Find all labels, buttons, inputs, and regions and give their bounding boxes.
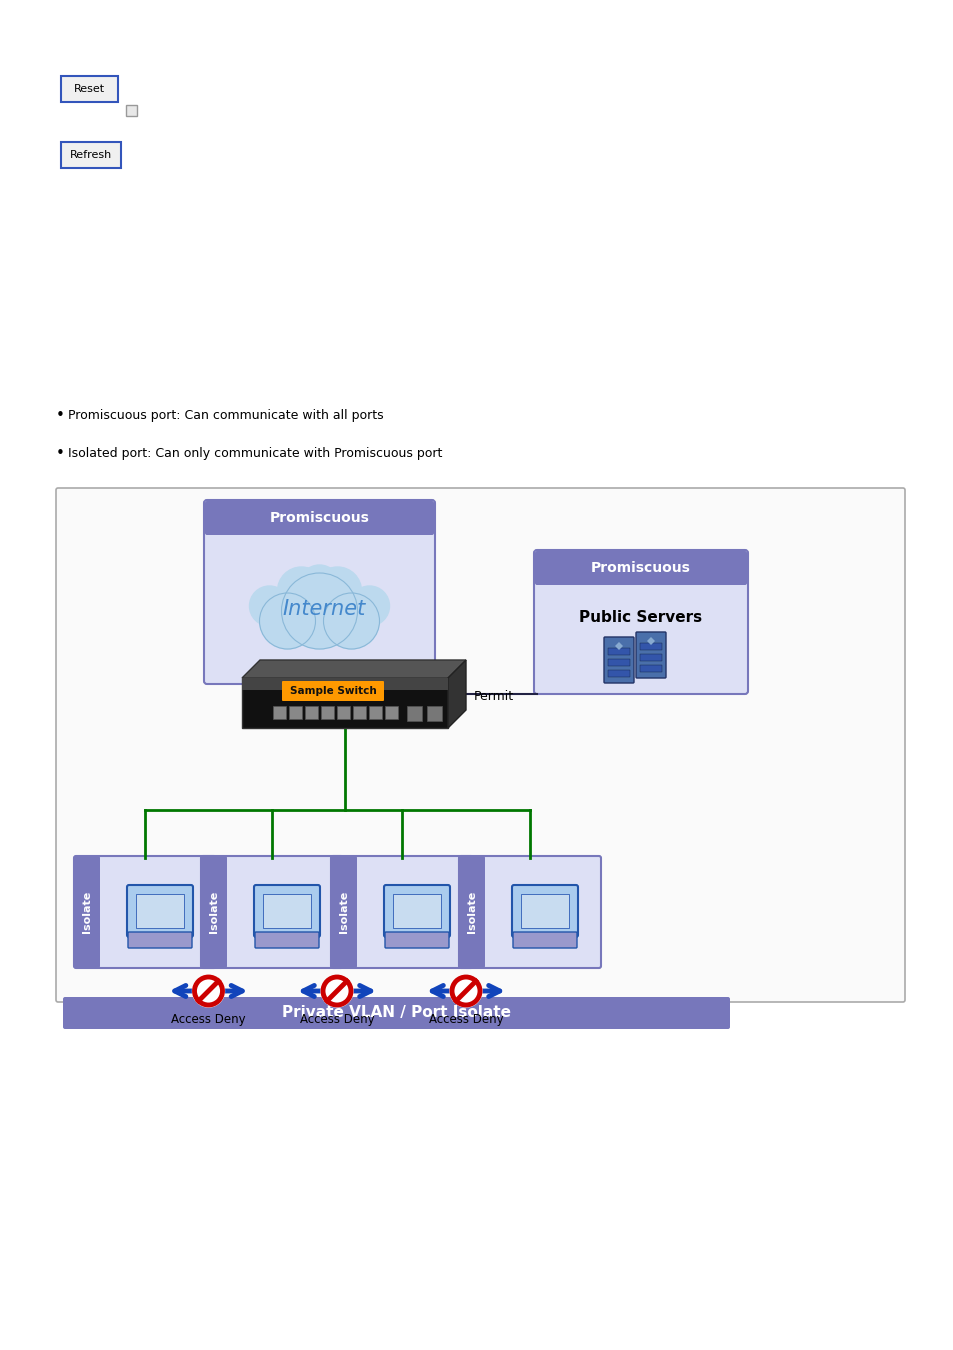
Circle shape [193, 975, 224, 1007]
FancyBboxPatch shape [205, 501, 434, 535]
Text: Access Deny: Access Deny [299, 1012, 374, 1026]
Circle shape [299, 566, 339, 605]
Polygon shape [615, 643, 622, 649]
FancyBboxPatch shape [253, 886, 319, 937]
FancyBboxPatch shape [61, 142, 121, 167]
Bar [537, 568, 744, 583]
Bar [320, 706, 334, 720]
FancyBboxPatch shape [458, 856, 600, 968]
Text: Promiscuous: Promiscuous [270, 512, 369, 525]
FancyBboxPatch shape [254, 931, 318, 948]
Bar [385, 706, 397, 720]
FancyBboxPatch shape [384, 886, 450, 937]
Circle shape [349, 586, 389, 626]
Text: Refresh: Refresh [70, 150, 112, 161]
Bar [407, 706, 421, 721]
Bar [427, 706, 441, 721]
FancyBboxPatch shape [128, 931, 192, 948]
Circle shape [450, 975, 481, 1007]
Circle shape [277, 567, 325, 616]
Bar [639, 643, 661, 649]
Text: Reset: Reset [74, 84, 105, 95]
FancyBboxPatch shape [513, 931, 577, 948]
Text: Isolate: Isolate [467, 891, 476, 933]
Bar [520, 894, 568, 927]
FancyBboxPatch shape [63, 998, 729, 1029]
Text: Internet: Internet [283, 599, 366, 620]
Bar [207, 518, 432, 533]
Circle shape [320, 975, 353, 1007]
Bar [607, 659, 629, 666]
Bar [639, 653, 661, 662]
FancyBboxPatch shape [385, 931, 449, 948]
Text: Private VLAN / Port Isolate: Private VLAN / Port Isolate [282, 1006, 511, 1021]
Bar [336, 706, 350, 720]
Bar [369, 706, 381, 720]
Circle shape [250, 586, 289, 626]
Bar [263, 894, 311, 927]
Bar [305, 706, 317, 720]
Text: Access Deny: Access Deny [428, 1012, 503, 1026]
FancyBboxPatch shape [512, 886, 578, 937]
FancyBboxPatch shape [201, 856, 343, 968]
Polygon shape [646, 637, 655, 645]
FancyBboxPatch shape [127, 886, 193, 937]
Bar [126, 105, 137, 116]
Circle shape [323, 593, 379, 649]
Circle shape [281, 572, 357, 649]
FancyBboxPatch shape [636, 632, 665, 678]
Text: Isolate: Isolate [209, 891, 219, 933]
FancyBboxPatch shape [331, 856, 356, 968]
FancyBboxPatch shape [535, 551, 746, 585]
Bar [607, 648, 629, 655]
Text: Permit: Permit [279, 670, 319, 682]
Text: Isolate: Isolate [82, 891, 91, 933]
Bar [353, 706, 366, 720]
Text: Permit: Permit [474, 690, 514, 702]
FancyBboxPatch shape [61, 76, 118, 103]
Bar [393, 894, 440, 927]
Bar [607, 670, 629, 676]
Text: Public Servers: Public Servers [578, 610, 701, 625]
FancyBboxPatch shape [74, 856, 215, 968]
Bar [639, 666, 661, 672]
Text: Promiscuous port: Can communicate with all ports: Promiscuous port: Can communicate with a… [68, 409, 383, 421]
FancyBboxPatch shape [534, 549, 747, 694]
FancyBboxPatch shape [458, 856, 484, 968]
FancyBboxPatch shape [331, 856, 473, 968]
Polygon shape [242, 678, 448, 728]
Polygon shape [242, 660, 465, 678]
Text: Promiscuous: Promiscuous [591, 562, 690, 575]
Circle shape [259, 593, 315, 649]
Circle shape [314, 567, 361, 616]
Text: Access Deny: Access Deny [171, 1012, 246, 1026]
Bar [289, 706, 302, 720]
Text: Sample Switch: Sample Switch [290, 686, 376, 697]
FancyBboxPatch shape [603, 637, 634, 683]
Polygon shape [448, 660, 465, 728]
Text: Isolated port: Can only communicate with Promiscuous port: Isolated port: Can only communicate with… [68, 447, 442, 459]
FancyBboxPatch shape [56, 487, 904, 1002]
FancyBboxPatch shape [204, 500, 435, 684]
Polygon shape [242, 678, 448, 690]
FancyBboxPatch shape [201, 856, 227, 968]
Bar [273, 706, 286, 720]
Bar [136, 894, 184, 927]
Text: Isolate: Isolate [338, 891, 349, 933]
FancyBboxPatch shape [282, 680, 384, 701]
Text: •: • [56, 408, 65, 423]
FancyBboxPatch shape [74, 856, 100, 968]
Text: •: • [56, 446, 65, 460]
